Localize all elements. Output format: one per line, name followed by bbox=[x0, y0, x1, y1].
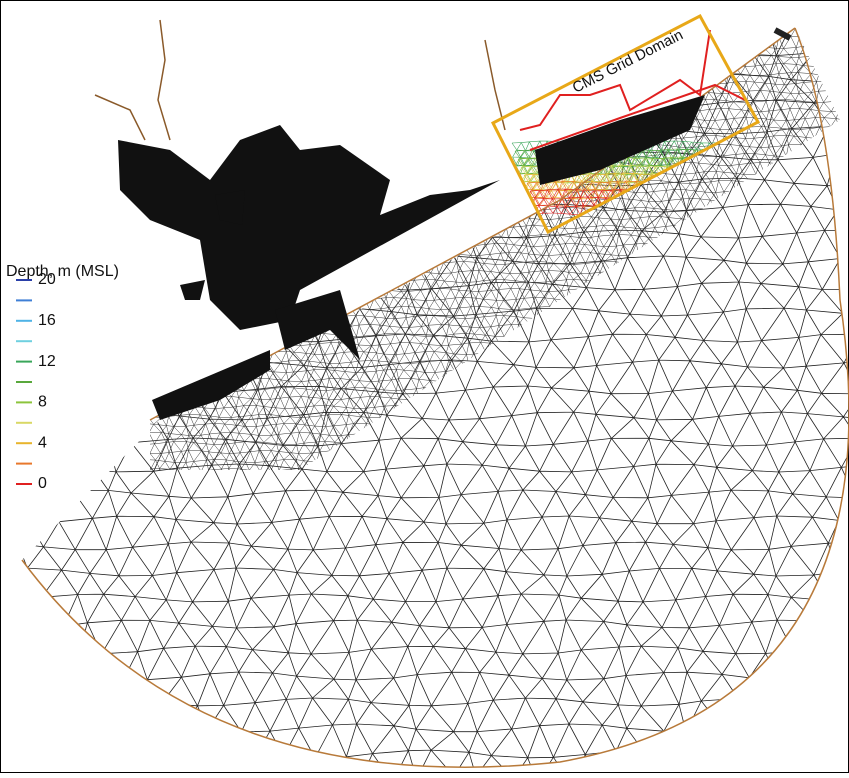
legend-label: 0 bbox=[38, 475, 47, 492]
figure: CMS Grid Domain Depth, m (MSL) 201612840 bbox=[0, 0, 849, 773]
legend-label: 16 bbox=[38, 312, 56, 329]
legend-label: 20 bbox=[38, 271, 56, 288]
legend-title: Depth, m (MSL) bbox=[6, 263, 119, 280]
legend-label: 4 bbox=[38, 434, 47, 451]
legend-label: 12 bbox=[38, 353, 56, 370]
legend-label: 8 bbox=[38, 394, 47, 411]
